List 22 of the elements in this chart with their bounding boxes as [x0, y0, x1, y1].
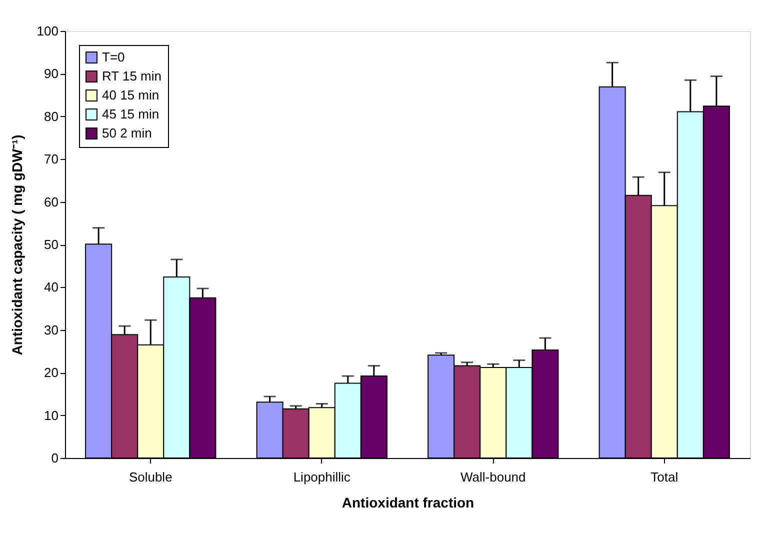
- y-tick-label: 10: [44, 408, 58, 423]
- legend-label: 45 15 min: [102, 106, 160, 122]
- y-tick-label: 60: [44, 194, 58, 210]
- x-tick-label: Total: [650, 470, 678, 484]
- y-tick-label: 40: [44, 280, 58, 295]
- y-axis-title: Antioxidant capacity ( mg gDW⁻¹): [8, 134, 25, 356]
- y-tick-label: 70: [44, 152, 58, 167]
- y-tick-label: 80: [44, 108, 58, 124]
- legend-label: 40 15 min: [102, 88, 160, 102]
- y-tick-label: 30: [44, 322, 58, 338]
- x-axis-title: Antioxidant fraction: [342, 494, 474, 510]
- y-tick-label: 20: [44, 365, 58, 380]
- y-tick-label: 50: [44, 237, 58, 252]
- x-tick-label: Lipophillic: [293, 470, 351, 484]
- x-tick-label: Wall-bound: [460, 470, 526, 484]
- legend-label: 50 2 min: [102, 126, 152, 140]
- y-tick-label: 100: [36, 24, 58, 38]
- legend-label: T=0: [102, 50, 125, 64]
- y-tick-label: 90: [44, 66, 58, 82]
- x-tick-label: Soluble: [128, 470, 172, 484]
- legend-label: RT 15 min: [102, 68, 162, 84]
- y-tick-label: 0: [51, 450, 58, 466]
